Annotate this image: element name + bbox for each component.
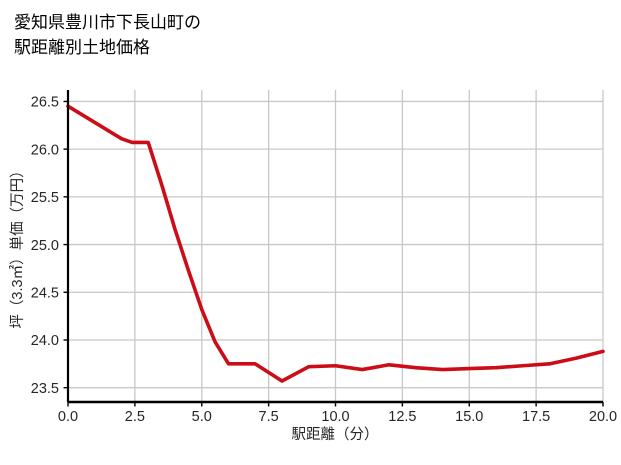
price-line-series <box>66 104 605 383</box>
x-tick-label: 10.0 <box>321 409 349 425</box>
y-tick-label: 26.0 <box>31 142 59 158</box>
y-tick-label: 25.5 <box>31 190 59 206</box>
x-tick-label: 12.5 <box>388 409 416 425</box>
x-tick-label: 15.0 <box>455 409 483 425</box>
x-tick-label: 20.0 <box>589 409 617 425</box>
x-tick-label: 17.5 <box>522 409 550 425</box>
y-tick-marks <box>63 100 68 389</box>
chart-title-line1: 愛知県豊川市下長山町の <box>14 13 201 32</box>
y-tick-label: 24.0 <box>31 333 59 349</box>
x-tick-marks <box>67 402 604 407</box>
x-axis-label: 駅距離（分） <box>292 425 379 443</box>
y-tick-label: 23.5 <box>31 381 59 397</box>
chart-title-line2: 駅距離別土地価格 <box>14 38 150 57</box>
chart-title: 愛知県豊川市下長山町の 駅距離別土地価格 <box>14 10 201 60</box>
y-tick-label: 26.5 <box>31 95 59 111</box>
y-tick-label: 24.5 <box>31 285 59 301</box>
y-axis-label: 坪（3.3㎡）単価（万円） <box>9 163 26 328</box>
x-tick-labels: 0.0 2.5 5.0 7.5 10.0 12.5 15.0 17.5 20.0 <box>58 409 617 425</box>
x-tick-label: 0.0 <box>58 409 78 425</box>
y-tick-label: 25.0 <box>31 238 59 254</box>
x-tick-label: 7.5 <box>259 409 279 425</box>
x-tick-label: 2.5 <box>125 409 145 425</box>
x-tick-label: 5.0 <box>192 409 212 425</box>
y-tick-labels: 23.5 24.0 24.5 25.0 25.5 26.0 26.5 <box>31 95 59 397</box>
